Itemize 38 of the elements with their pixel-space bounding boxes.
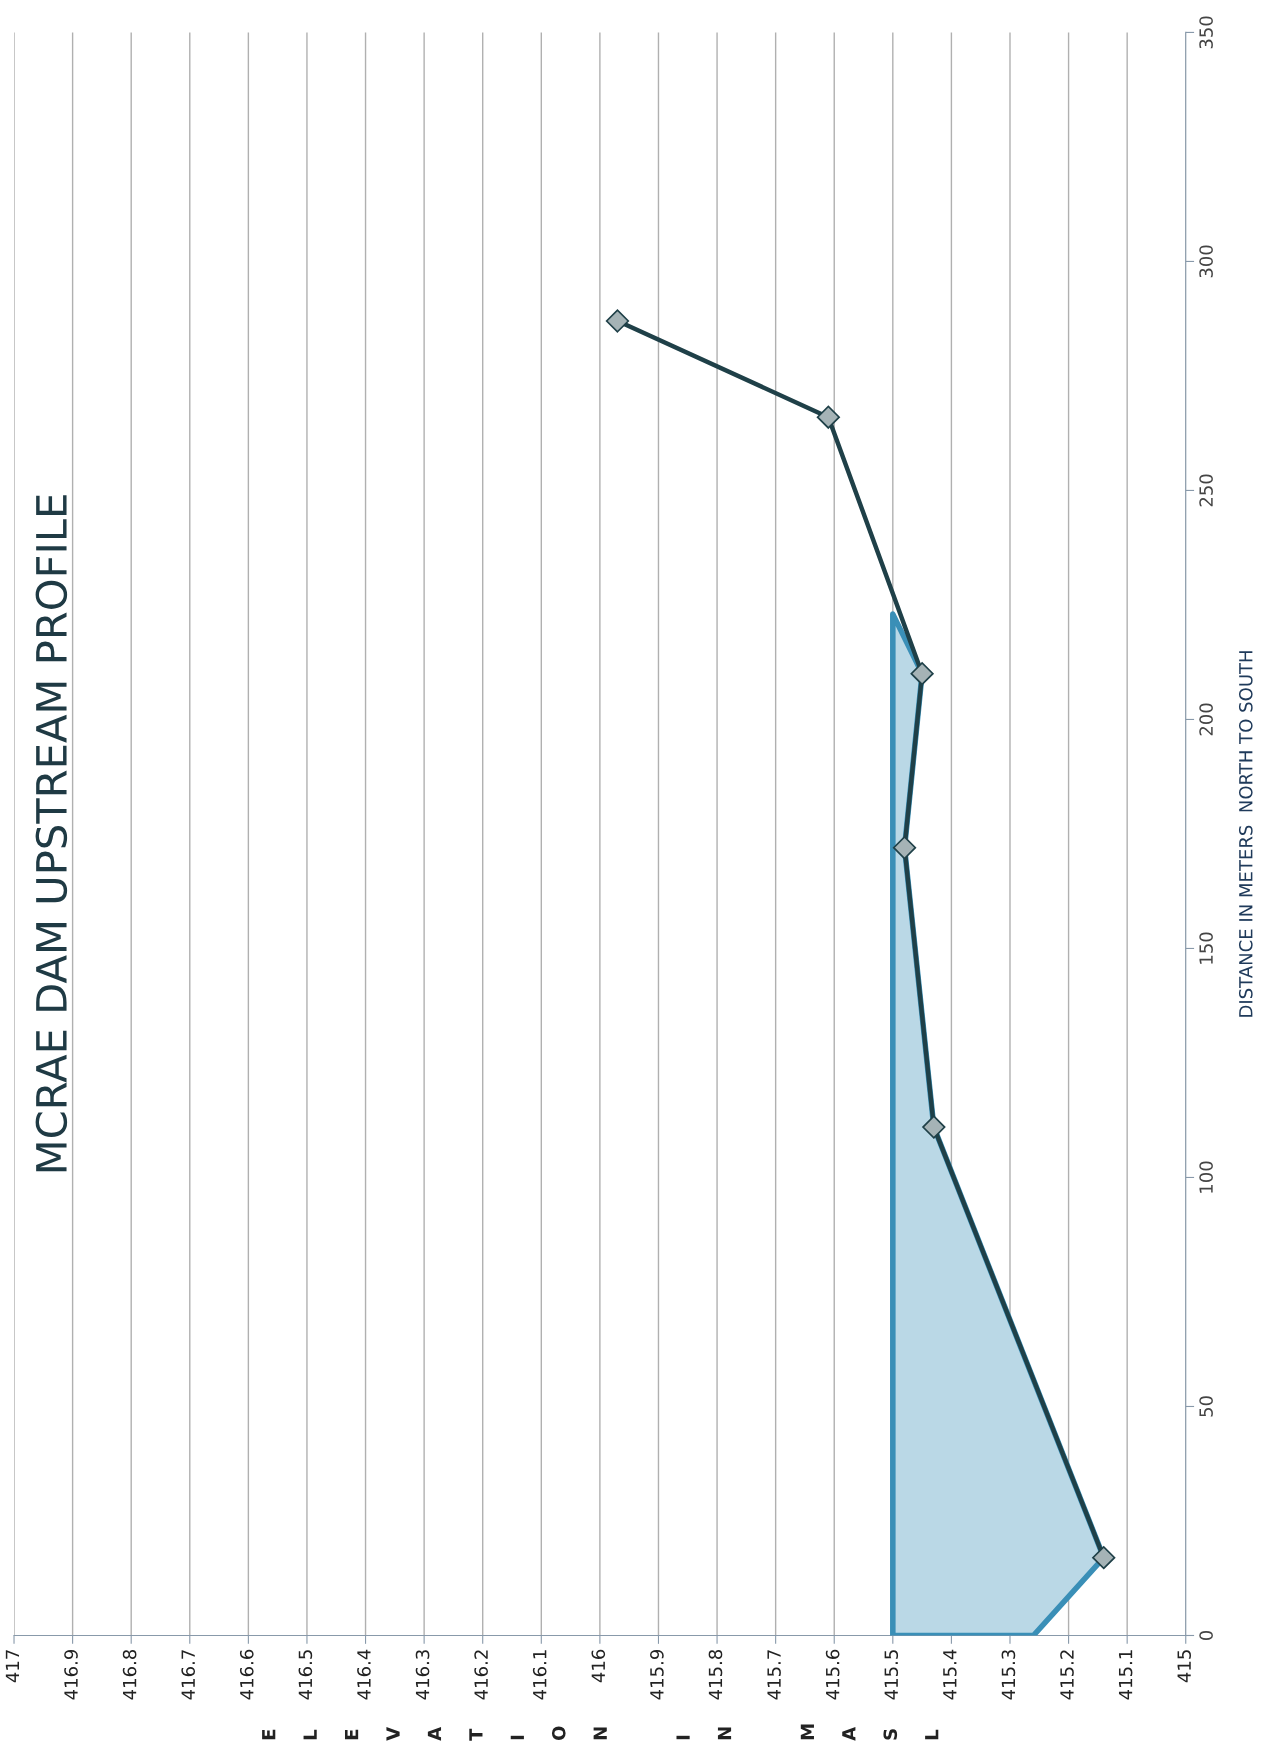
y-tick-label: 150	[1199, 932, 1213, 964]
x-tick-label: 415.7	[767, 1650, 781, 1700]
x-tick-label: 417	[5, 1650, 20, 1683]
x-tick-label: 415.6	[825, 1649, 840, 1700]
y-axis-title: DISTANCE IN METERS NORTH TO SOUTH	[1238, 651, 1253, 1017]
x-tick-label: 416	[591, 1649, 606, 1683]
x-tick-label: 415.9	[650, 1649, 664, 1700]
point	[816, 405, 841, 429]
x-tick-label: 416.3	[415, 1650, 430, 1700]
x-tick-label: 415.2	[1060, 1650, 1074, 1700]
y-tick-label: 350	[1199, 16, 1213, 49]
x-tick-label: 416.4	[357, 1649, 371, 1700]
point	[910, 662, 934, 686]
x-tick-label: 416.7	[181, 1650, 196, 1700]
y-tick-label: 100	[1199, 1161, 1213, 1193]
point	[922, 1115, 946, 1139]
y-tick-label: 250	[1199, 474, 1213, 507]
point	[892, 836, 917, 860]
point	[1092, 1545, 1116, 1570]
x-tick-label: 416.2	[474, 1650, 488, 1700]
x-tick-label: 415.8	[708, 1649, 723, 1700]
point	[605, 309, 630, 333]
y-tick-label: 50	[1199, 1396, 1213, 1417]
y-tick-label: 0	[1199, 1630, 1213, 1641]
x-tick-label: 416.6	[239, 1649, 254, 1700]
x-tick-label: 415.1	[1118, 1650, 1133, 1700]
x-tick-label: 416.1	[532, 1650, 547, 1700]
x-tick-label: 415.4	[943, 1649, 957, 1700]
y-tick-label: 200	[1199, 703, 1213, 736]
x-tick-label: 416.5	[298, 1650, 313, 1700]
x-tick-label: 415.5	[884, 1650, 899, 1700]
x-tick-label: 416.8	[122, 1649, 137, 1700]
x-tick-label: 415	[1177, 1650, 1191, 1683]
x-tick-label: 415.3	[1001, 1650, 1016, 1700]
text: ELEVATION IN MASL	[262, 1724, 939, 1741]
text: MCRAE DAM UPSTREAM PROFILE	[35, 495, 68, 1172]
y-tick-label: 300	[1199, 245, 1213, 278]
x-tick-label: 416.9	[64, 1649, 78, 1700]
